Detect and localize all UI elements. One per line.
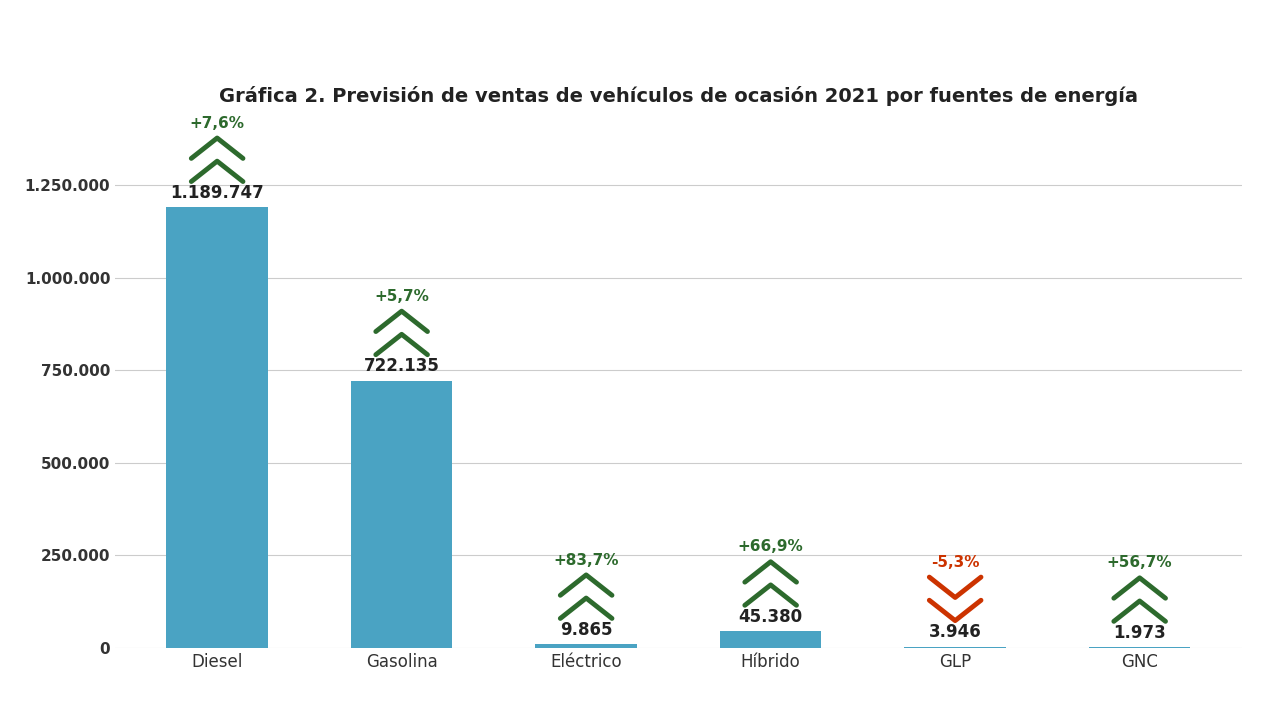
Bar: [905, 647, 1006, 648]
Bar: [166, 207, 268, 648]
Text: +5,7%: +5,7%: [374, 289, 429, 304]
Text: +66,9%: +66,9%: [737, 539, 804, 554]
Text: +56,7%: +56,7%: [1107, 555, 1172, 570]
Text: +83,7%: +83,7%: [553, 552, 620, 567]
Text: 1.973: 1.973: [1114, 624, 1166, 642]
Text: -5,3%: -5,3%: [931, 554, 979, 570]
Bar: [535, 644, 637, 648]
Bar: [719, 631, 822, 648]
Text: 1.189.747: 1.189.747: [170, 184, 264, 202]
Bar: [1089, 647, 1190, 648]
Text: 3.946: 3.946: [929, 623, 982, 641]
Title: Gráfica 2. Previsión de ventas de vehículos de ocasión 2021 por fuentes de energ: Gráfica 2. Previsión de ventas de vehícu…: [219, 86, 1138, 106]
Text: 722.135: 722.135: [364, 357, 439, 375]
Text: +7,6%: +7,6%: [189, 116, 244, 130]
Text: 9.865: 9.865: [559, 621, 612, 639]
Text: 45.380: 45.380: [739, 608, 803, 626]
Bar: [351, 381, 452, 648]
